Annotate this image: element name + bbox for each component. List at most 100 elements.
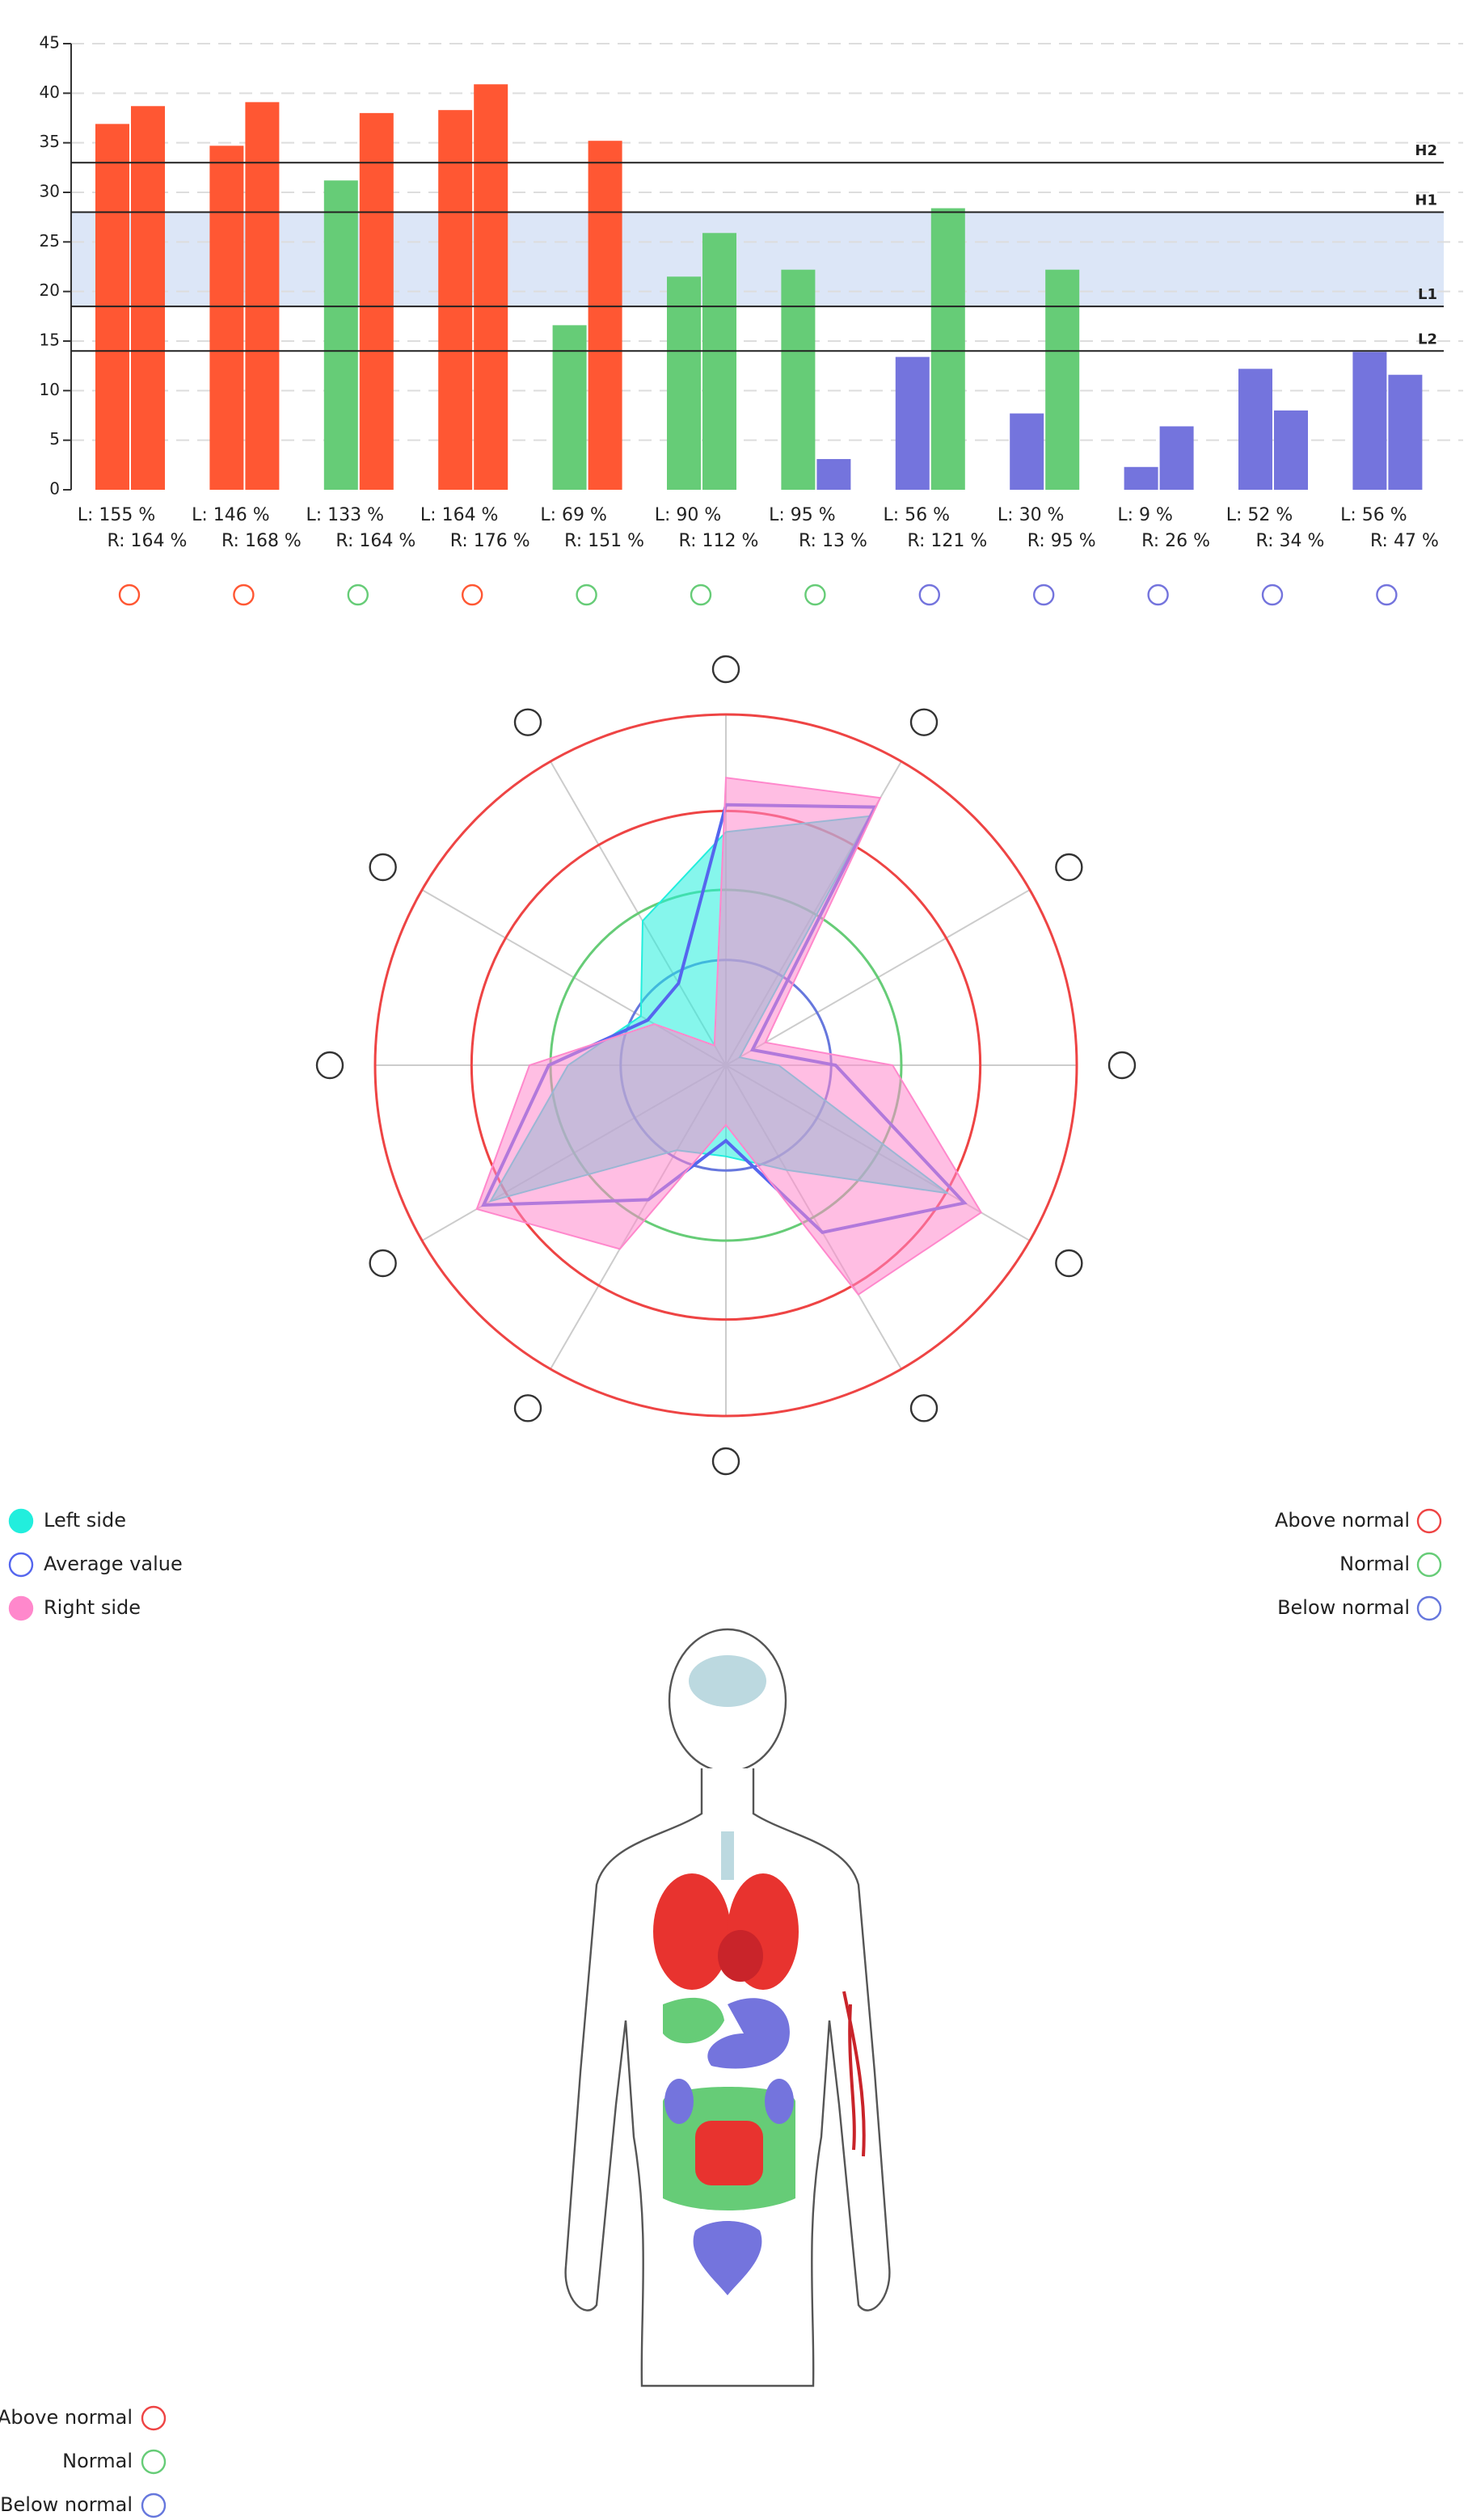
legend-marker (10, 1553, 32, 1576)
organ-icon (577, 585, 597, 605)
organ-icon (515, 710, 541, 735)
organ-icon (370, 854, 396, 880)
bar (781, 270, 815, 490)
left-label: L: 56 % (884, 505, 951, 525)
bar (1274, 411, 1308, 490)
y-tick-label: 25 (40, 231, 60, 251)
bar (324, 180, 358, 490)
reference-label: L1 (1418, 286, 1437, 303)
left-label: L: 69 % (540, 505, 607, 525)
bar (1010, 414, 1044, 490)
organ-icon (1034, 585, 1053, 605)
legend-label: Above normal (1275, 1509, 1410, 1532)
organ-icon (1263, 585, 1282, 605)
bar (588, 141, 622, 490)
left-label: L: 90 % (655, 505, 722, 525)
right-label: R: 121 % (907, 531, 987, 551)
legend-marker (1418, 1553, 1441, 1576)
organ-icon (370, 1250, 396, 1276)
y-tick-label: 35 (40, 132, 60, 151)
left-label: L: 95 % (769, 505, 836, 525)
kidney (765, 2079, 794, 2124)
y-tick-label: 5 (49, 429, 60, 449)
bar (1124, 467, 1158, 490)
organ-icon (515, 1395, 541, 1421)
y-tick-label: 20 (40, 280, 60, 300)
y-tick-label: 30 (40, 182, 60, 201)
bar (1238, 369, 1272, 490)
organ-icon (120, 585, 139, 605)
organ-icon (317, 1052, 343, 1078)
organ-icon (1056, 854, 1082, 880)
reference-label: H2 (1415, 142, 1437, 159)
legend-label: Below normal (0, 2493, 133, 2516)
y-tick-label: 10 (40, 380, 60, 399)
legend-label: Right side (44, 1596, 141, 1619)
organ-icon (1149, 585, 1168, 605)
right-label: R: 34 % (1256, 531, 1325, 551)
left-label: L: 30 % (998, 505, 1065, 525)
organ-icon (911, 1395, 937, 1421)
left-label: L: 155 % (78, 505, 156, 525)
legend-label: Below normal (1277, 1596, 1410, 1619)
left-label: L: 52 % (1226, 505, 1293, 525)
organ-icon (805, 585, 825, 605)
bar (1160, 426, 1194, 490)
legend-marker (1418, 1597, 1441, 1620)
left-label: L: 9 % (1117, 505, 1173, 525)
organ-icon (713, 656, 739, 682)
heart (718, 1930, 763, 1982)
left-label: L: 164 % (420, 505, 499, 525)
reference-label: L2 (1418, 331, 1437, 348)
right-label: R: 112 % (679, 531, 759, 551)
right-label: R: 95 % (1027, 531, 1096, 551)
bar (1045, 270, 1079, 490)
bar (816, 459, 850, 490)
legend-marker (10, 1510, 32, 1532)
bar (474, 84, 508, 490)
organ-icon (348, 585, 368, 605)
dashboard: 0 5 10 15 20 25 30 35 40 45 L: 155 % L: 146 % L: 133… (0, 0, 1468, 2520)
left-label: L: 146 % (192, 505, 270, 525)
organ-icon (713, 1448, 739, 1474)
y-tick-label: 0 (49, 479, 60, 499)
right-label: R: 168 % (221, 531, 302, 551)
legend-label: Normal (1339, 1553, 1410, 1575)
organ-icon (1377, 585, 1396, 605)
bar (438, 110, 472, 490)
left-label: L: 56 % (1340, 505, 1407, 525)
legend-marker (142, 2407, 165, 2429)
organ-icon (1056, 1250, 1082, 1276)
brain (689, 1655, 766, 1707)
bar (702, 233, 736, 490)
trachea (721, 1831, 734, 1880)
legend-label: Above normal (0, 2406, 133, 2429)
page: 0 5 10 15 20 25 30 35 40 45 L: 155 % L: 146 % L: 133… (0, 0, 1468, 2520)
bar (553, 325, 587, 490)
legend-marker (1418, 1510, 1441, 1532)
right-label: R: 176 % (450, 531, 530, 551)
legend-marker (142, 2450, 165, 2473)
organ-icon (691, 585, 711, 605)
right-label: R: 47 % (1370, 531, 1439, 551)
legend-label: Normal (62, 2450, 133, 2472)
left-lung (653, 1873, 731, 1990)
small-intestine (695, 2121, 763, 2185)
right-label: R: 26 % (1141, 531, 1210, 551)
legend-marker (10, 1597, 32, 1620)
y-tick-label: 40 (40, 82, 60, 102)
bar (1388, 375, 1422, 490)
organ-icon (1109, 1052, 1135, 1078)
legend-label: Average value (44, 1553, 183, 1575)
y-tick-label: 15 (40, 331, 60, 350)
left-label: L: 133 % (306, 505, 385, 525)
y-tick-label: 45 (40, 33, 60, 53)
kidney (664, 2079, 694, 2124)
bar (209, 145, 243, 490)
legend-label: Left side (44, 1509, 126, 1532)
right-label: R: 164 % (335, 531, 416, 551)
right-label: R: 164 % (108, 531, 188, 551)
bar (131, 106, 165, 490)
bar (931, 209, 965, 490)
reference-label: H1 (1415, 192, 1437, 209)
